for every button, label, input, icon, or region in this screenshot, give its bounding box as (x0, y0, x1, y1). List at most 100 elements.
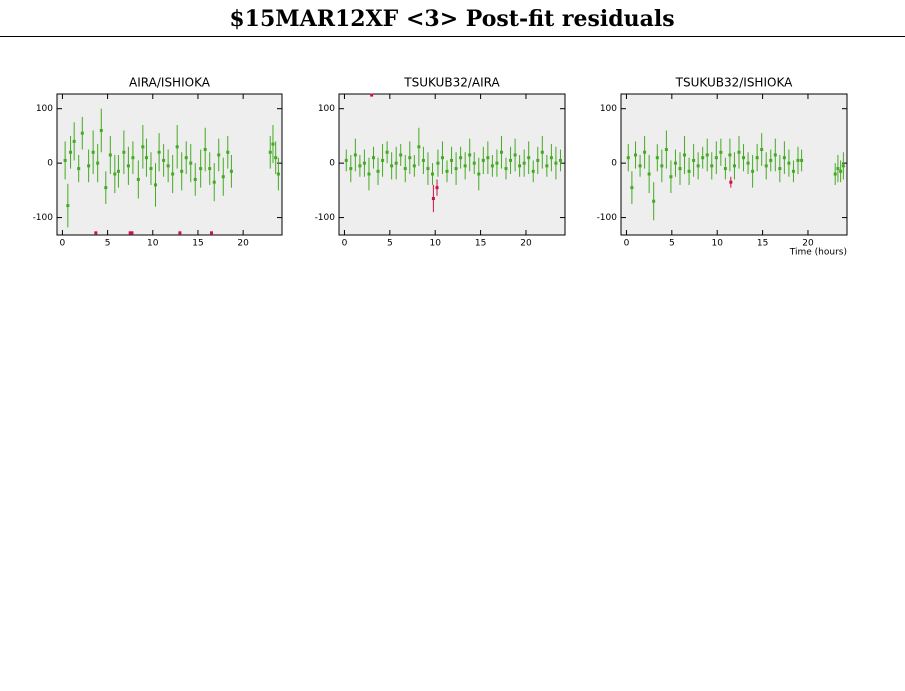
point (381, 158, 385, 162)
point (367, 172, 371, 176)
point (130, 231, 134, 235)
point (769, 158, 773, 162)
point (80, 131, 84, 135)
x-tick-label: 10 (429, 239, 441, 249)
point (509, 158, 513, 162)
point (128, 231, 132, 235)
y-tick-label: -100 (315, 213, 336, 223)
point (344, 158, 348, 162)
point (417, 145, 421, 149)
point (72, 139, 76, 143)
point (692, 158, 696, 162)
point (450, 158, 454, 162)
point (144, 156, 148, 160)
point (710, 164, 714, 168)
point (189, 161, 193, 165)
point (468, 153, 472, 157)
point (647, 172, 651, 176)
x-tick-label: 15 (192, 239, 203, 249)
y-tick-label: -100 (33, 213, 54, 223)
point (408, 156, 412, 160)
point (732, 164, 736, 168)
x-tick-label: 10 (147, 239, 159, 249)
point (481, 158, 485, 162)
point (527, 156, 531, 160)
point (545, 164, 549, 168)
point (705, 153, 709, 157)
point (643, 150, 647, 154)
point (136, 177, 140, 181)
point (755, 156, 759, 160)
point (499, 150, 503, 154)
x-axis-label: Time (hours) (789, 248, 847, 258)
point (208, 167, 212, 171)
point (116, 169, 120, 173)
point (77, 167, 81, 171)
point (353, 153, 357, 157)
point (504, 167, 508, 171)
point (459, 156, 463, 160)
point (630, 186, 634, 190)
point (436, 161, 440, 165)
point (403, 167, 407, 171)
panel-title: TSUKUB32/AIRA (403, 76, 500, 90)
point (276, 172, 280, 176)
point (358, 164, 362, 168)
point (782, 156, 786, 160)
point (184, 156, 188, 160)
point (773, 153, 777, 157)
point (664, 148, 668, 152)
point (217, 153, 221, 157)
point (371, 156, 375, 160)
point (833, 172, 837, 176)
point (486, 156, 490, 160)
point (113, 172, 117, 176)
x-tick-label: 5 (105, 239, 111, 249)
point (175, 145, 179, 149)
point (751, 169, 755, 173)
point (477, 172, 481, 176)
point (421, 158, 425, 162)
point (87, 164, 91, 168)
point (430, 172, 434, 176)
point (66, 204, 70, 208)
point (696, 164, 700, 168)
point (440, 156, 444, 160)
page-title: $15MAR12XF <3> Post-fit residuals (229, 6, 674, 32)
y-tick-label: 0 (47, 159, 53, 169)
point (518, 164, 522, 168)
point (558, 158, 562, 162)
x-tick-label: 5 (387, 239, 393, 249)
point (723, 167, 727, 171)
point (362, 161, 366, 165)
point (162, 158, 166, 162)
point (728, 153, 732, 157)
point (746, 161, 750, 165)
point (669, 175, 673, 179)
point (96, 161, 100, 165)
point (760, 148, 764, 152)
point (787, 161, 791, 165)
point (91, 150, 95, 154)
x-tick-label: 15 (757, 239, 768, 249)
point (431, 197, 435, 201)
point (435, 186, 439, 190)
point (390, 164, 394, 168)
point (370, 93, 374, 97)
point (513, 153, 517, 157)
y-tick-label: 0 (329, 159, 335, 169)
y-tick-label: 100 (318, 104, 335, 114)
point (549, 156, 553, 160)
point (800, 158, 804, 162)
point (531, 169, 535, 173)
point (376, 169, 380, 173)
point (171, 172, 175, 176)
point (841, 164, 845, 168)
y-tick-label: 100 (36, 104, 53, 114)
point (652, 199, 656, 203)
point (229, 169, 233, 173)
point (839, 169, 843, 173)
point (778, 167, 782, 171)
point (742, 156, 746, 160)
point (226, 150, 230, 154)
